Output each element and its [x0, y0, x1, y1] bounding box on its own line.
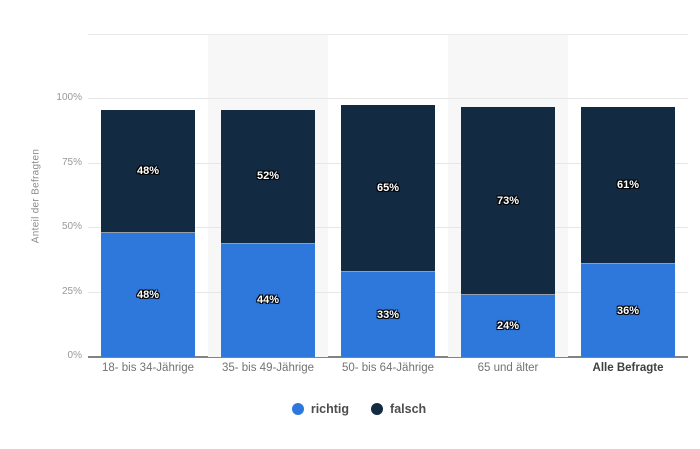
bar-segment-falsch[interactable]: 61%: [581, 107, 675, 265]
y-tick-label: 25%: [61, 285, 82, 297]
y-axis-ticks: 0% 25% 50% 75% 100%: [40, 34, 82, 361]
bar-segment-richtig[interactable]: 24%: [461, 295, 555, 357]
bar-segment-falsch[interactable]: 73%: [461, 107, 555, 296]
plot-area: 48% 48% 44% 52% 33% 65% 24% 73% 36% 61%: [88, 34, 688, 358]
bar-value-label: 36%: [616, 304, 640, 317]
bar-segment-richtig[interactable]: 44%: [221, 243, 315, 357]
category-label: Alle Befragte: [592, 362, 664, 374]
bar-segment-richtig[interactable]: 33%: [341, 272, 435, 357]
bar-segment-richtig[interactable]: 36%: [581, 264, 675, 357]
category-label: 65 und älter: [477, 362, 539, 374]
y-tick-label: 0%: [67, 350, 82, 361]
legend: richtig falsch: [0, 402, 700, 416]
bar-segment-falsch[interactable]: 48%: [101, 109, 195, 234]
legend-item-falsch[interactable]: falsch: [371, 402, 426, 416]
gridline: [88, 98, 688, 100]
bar-value-label: 44%: [256, 294, 280, 307]
y-tick-label: 50%: [61, 221, 82, 233]
bar-value-label: 48%: [136, 165, 160, 178]
legend-item-richtig[interactable]: richtig: [291, 402, 350, 416]
y-tick-label: 75%: [61, 156, 82, 168]
bar-segment-richtig[interactable]: 48%: [101, 233, 195, 357]
category-label: 18- bis 34-Jährige: [101, 362, 195, 374]
legend-label: richtig: [310, 402, 350, 416]
category-label: 50- bis 64-Jährige: [341, 362, 435, 374]
bar-value-label: 24%: [496, 320, 520, 333]
legend-dot-icon: [291, 403, 304, 415]
legend-dot-icon: [371, 403, 384, 415]
x-axis-labels: 18- bis 34-Jährige 35- bis 49-Jährige 50- …: [88, 362, 688, 374]
y-tick-label: 100%: [56, 92, 82, 104]
bar-value-label: 33%: [376, 308, 400, 321]
category-label: 35- bis 49-Jährige: [221, 362, 315, 374]
bar-value-label: 52%: [256, 170, 280, 183]
bar-value-label: 73%: [496, 194, 520, 207]
x-axis-line: [88, 356, 688, 358]
bar-value-label: 65%: [376, 181, 400, 194]
bar-segment-falsch[interactable]: 65%: [341, 104, 435, 272]
legend-label: falsch: [390, 402, 427, 416]
bar-value-label: 61%: [616, 179, 640, 192]
bar-value-label: 48%: [136, 289, 160, 302]
bar-segment-falsch[interactable]: 52%: [221, 109, 315, 244]
